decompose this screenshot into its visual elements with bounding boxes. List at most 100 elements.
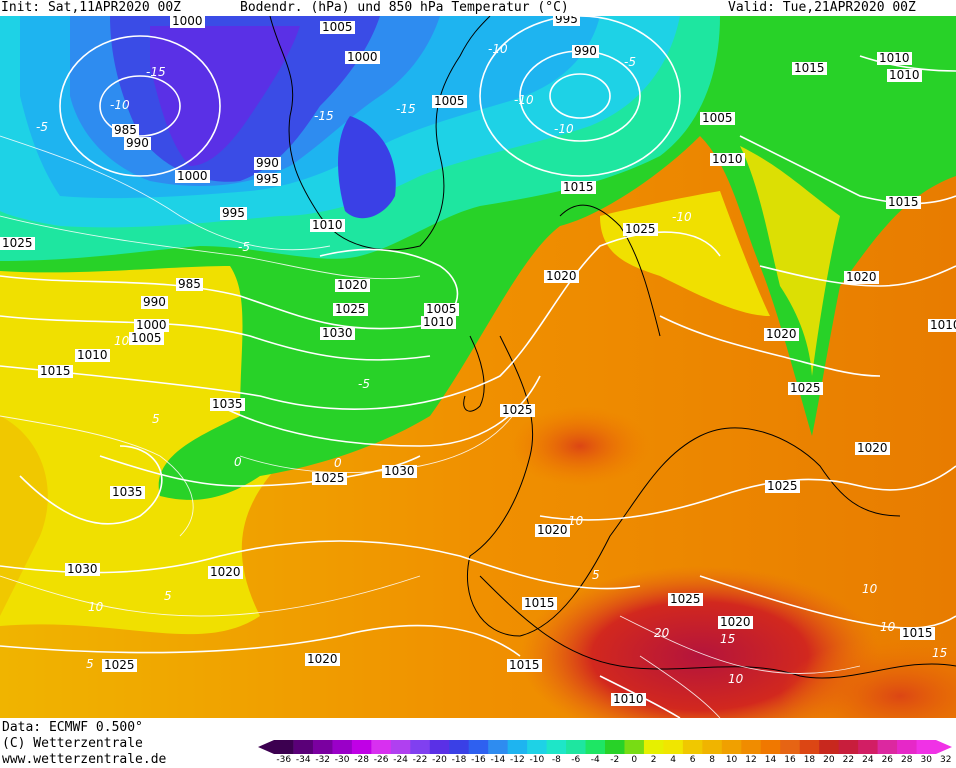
pressure-label: 1020 bbox=[544, 269, 579, 283]
low-northwest-inner bbox=[99, 75, 181, 137]
pressure-label: 995 bbox=[254, 172, 281, 186]
pressure-label-dup4: 1015 bbox=[522, 596, 557, 610]
colorbar-tick-label: 10 bbox=[725, 755, 738, 765]
isotherm-label: 20 bbox=[654, 626, 670, 640]
isobar-1035 bbox=[19, 445, 163, 525]
colorbar-swatch bbox=[449, 740, 470, 754]
colorbar-tick-label: 0 bbox=[631, 755, 638, 765]
isotherm-20 bbox=[639, 655, 721, 718]
colorbar-swatch bbox=[741, 740, 762, 754]
colorbar-swatch bbox=[390, 740, 411, 754]
isobar-1025-sw bbox=[0, 624, 521, 657]
temperature-colorbar bbox=[258, 740, 952, 754]
colorbar-tick-label: -24 bbox=[393, 755, 408, 765]
isobar-1020-mid bbox=[659, 315, 881, 377]
colorbar-swatch bbox=[799, 740, 820, 754]
isotherm-15 bbox=[619, 615, 861, 674]
colorbar-swatch bbox=[527, 740, 548, 754]
pressure-label: 1030 bbox=[382, 464, 417, 478]
pressure-label: 990 bbox=[124, 136, 151, 150]
colorbar-swatch bbox=[546, 740, 567, 754]
data-source: Data: ECMWF 0.500° bbox=[2, 720, 143, 735]
pressure-label: 1015 bbox=[561, 180, 596, 194]
colorbar-tick-label: 14 bbox=[764, 755, 777, 765]
colorbar-swatch bbox=[663, 740, 684, 754]
pressure-label: 1005 bbox=[432, 94, 467, 108]
colorbar-tick-label: -32 bbox=[315, 755, 331, 765]
yellow-band-sw bbox=[0, 416, 48, 616]
pressure-label: 995 bbox=[220, 206, 247, 220]
colorbar-swatch bbox=[507, 740, 528, 754]
isotherm-label: -5 bbox=[36, 120, 48, 134]
colorbar-swatch bbox=[819, 740, 840, 754]
isotherm-minus10 bbox=[0, 135, 331, 251]
pressure-label: 1020 bbox=[305, 652, 340, 666]
colorbar-tick-label: -36 bbox=[276, 755, 292, 765]
map-header: Init: Sat,11APR2020 00Z Bodendr. (hPa) u… bbox=[0, 0, 956, 16]
colorbar-swatch bbox=[351, 740, 372, 754]
pressure-label: 985 bbox=[112, 123, 139, 137]
isotherm-label: 10 bbox=[568, 514, 584, 528]
pressure-label: 1005 bbox=[700, 111, 735, 125]
colorbar-swatch bbox=[858, 740, 879, 754]
pressure-label: 1035 bbox=[110, 485, 145, 499]
isotherm-label: -10 bbox=[672, 210, 692, 224]
isotherm-label: -10 bbox=[514, 93, 534, 107]
colorbar-swatch bbox=[293, 740, 314, 754]
pressure-label: 1015 bbox=[886, 195, 921, 209]
coastlines bbox=[269, 16, 956, 679]
colorbar-ticks: -36 -34 -32 -30 -28 -26 -24 -22 -20 -18 -16 -14 -12-… bbox=[258, 755, 952, 767]
pressure-label: 1010 bbox=[877, 51, 912, 65]
pressure-label: 1015 bbox=[792, 61, 827, 75]
pressure-label: 1010 bbox=[611, 692, 646, 706]
yellow-band-east bbox=[740, 146, 840, 376]
pressure-label: 1025 bbox=[312, 471, 347, 485]
isobar-1005 bbox=[0, 248, 459, 330]
isobar-1010 bbox=[0, 315, 431, 361]
greenland-coast bbox=[269, 16, 491, 251]
pressure-label: 1020 bbox=[335, 278, 370, 292]
pressure-label: 1020 bbox=[844, 270, 879, 284]
colorbar-tick-label: -10 bbox=[529, 755, 545, 765]
isotherm-label: -5 bbox=[358, 377, 370, 391]
colorbar-swatch bbox=[780, 740, 801, 754]
isotherm-5 bbox=[0, 415, 194, 537]
pressure-label: 1010 bbox=[75, 348, 110, 362]
pressure-label: 1010 bbox=[710, 152, 745, 166]
isotherm-label: -5 bbox=[238, 240, 250, 254]
uk-coast bbox=[463, 335, 485, 412]
isotherm-label: 10 bbox=[728, 672, 744, 686]
low-scandinavia-outer bbox=[479, 16, 681, 177]
colorbar-swatch bbox=[682, 740, 703, 754]
greenland-cold-core bbox=[338, 116, 396, 219]
isotherm-label: 10 bbox=[880, 620, 896, 634]
weather-map: 1000 1005 1000 995 990 1005 985 990 1000… bbox=[0, 16, 956, 718]
pressure-label-edge: 1025 bbox=[0, 236, 35, 250]
pressure-label: 1025 bbox=[102, 658, 137, 672]
pressure-label: 990 bbox=[141, 295, 168, 309]
pressure-label: 1000 bbox=[134, 318, 169, 332]
isotherm-10 bbox=[0, 575, 421, 617]
colorbar-tick-label: 18 bbox=[803, 755, 816, 765]
iberia-warm bbox=[510, 406, 650, 486]
pressure-label: 1015 bbox=[507, 658, 542, 672]
colorbar-tick-label: -28 bbox=[354, 755, 369, 765]
isotherm-label: 5 bbox=[164, 589, 172, 603]
isotherm-minus5 bbox=[0, 215, 421, 280]
colorbar-tick-label: -8 bbox=[551, 755, 561, 765]
colorbar-tick-label: 24 bbox=[862, 755, 874, 765]
colorbar-swatch bbox=[258, 740, 294, 754]
pressure-label-box: 1025 bbox=[668, 592, 703, 606]
colorbar-tick-label: 22 bbox=[842, 755, 855, 765]
init-time: Init: Sat,11APR2020 00Z bbox=[1, 0, 182, 15]
pressure-label-dup2: 1010 bbox=[310, 218, 345, 232]
colorbar-swatch bbox=[877, 740, 898, 754]
colorbar-swatch bbox=[312, 740, 333, 754]
colorbar-swatch bbox=[566, 740, 587, 754]
colorbar-swatch bbox=[488, 740, 509, 754]
colorbar-tick-label: 32 bbox=[940, 755, 952, 765]
colorbar-tick-label: 12 bbox=[745, 755, 757, 765]
pressure-label: 990 bbox=[254, 156, 281, 170]
pressure-label: 1025 bbox=[623, 222, 658, 236]
colorbar-tick-label: -26 bbox=[373, 755, 389, 765]
